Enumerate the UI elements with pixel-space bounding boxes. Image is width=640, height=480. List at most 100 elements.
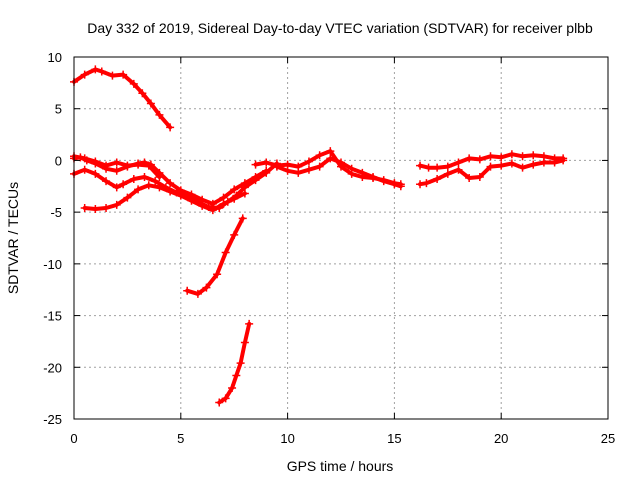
data-point (529, 151, 538, 160)
data-point (108, 71, 117, 80)
data-point (155, 183, 164, 192)
data-point (337, 158, 345, 167)
data-point (443, 162, 452, 171)
series-line (72, 67, 173, 130)
data-point (518, 163, 527, 172)
data-point (347, 164, 356, 173)
data-point (129, 175, 138, 184)
data-point (238, 214, 247, 223)
data-point (304, 165, 313, 174)
data-point (80, 154, 89, 163)
data-point (422, 179, 431, 188)
data-point (202, 283, 211, 292)
y-tick-label: 0 (55, 153, 62, 168)
data-point (140, 172, 149, 181)
series-arc-11 (416, 156, 568, 189)
data-point (433, 163, 442, 172)
data-point (251, 176, 260, 185)
data-point (232, 371, 241, 380)
series-arc-1 (70, 65, 175, 132)
data-point (208, 206, 217, 215)
data-point (486, 162, 495, 171)
series-arc-4 (80, 181, 249, 215)
y-tick-label: -20 (43, 360, 62, 375)
data-point (97, 67, 106, 76)
data-point (123, 193, 132, 202)
y-tick-label: -10 (43, 257, 62, 272)
data-point (251, 160, 260, 169)
series-line (418, 158, 566, 187)
y-tick-label: -25 (43, 412, 62, 427)
x-axis-label: GPS time / hours (287, 458, 394, 474)
x-tick-label: 25 (601, 431, 615, 446)
data-point (112, 166, 121, 175)
y-axis-label: SDTVAR / TECUs (5, 182, 21, 294)
data-point (240, 338, 249, 347)
data-point (123, 161, 132, 170)
y-tick-label: -15 (43, 309, 62, 324)
data-point (228, 383, 237, 392)
data-point (219, 199, 228, 208)
series-arc-7 (272, 154, 405, 191)
grid (74, 57, 608, 419)
data-point (390, 180, 399, 189)
data-point (134, 185, 143, 194)
x-tick-label: 20 (494, 431, 508, 446)
x-tick-label: 5 (177, 431, 184, 446)
data-point (144, 161, 153, 170)
data-point (230, 230, 239, 239)
data-point (315, 151, 324, 160)
data-point (304, 157, 313, 166)
data-point (497, 153, 506, 162)
data-point (465, 154, 474, 163)
series-line (82, 183, 247, 213)
data-point (221, 394, 230, 403)
data-point (112, 158, 121, 167)
data-point (262, 168, 271, 177)
data-point (240, 189, 249, 198)
y-tick-label: 5 (55, 102, 62, 117)
data-point (134, 160, 143, 169)
data-point (358, 168, 367, 177)
series-line (185, 216, 245, 296)
data-point (198, 201, 207, 210)
x-tick-label: 0 (70, 431, 77, 446)
data-point (424, 163, 433, 172)
data-point (138, 89, 147, 98)
data-point (91, 169, 100, 178)
data-point (326, 147, 335, 156)
data-point (166, 123, 175, 132)
data-point (369, 172, 378, 181)
data-point (230, 185, 239, 194)
data-point (559, 156, 568, 165)
data-point (529, 160, 538, 169)
data-point (119, 70, 128, 79)
data-point (166, 179, 175, 188)
data-point (102, 161, 111, 170)
series-arc-9 (215, 319, 254, 407)
data-point (416, 161, 425, 170)
data-point (507, 159, 516, 168)
data-point (112, 200, 121, 209)
series-arc-8 (183, 214, 247, 298)
data-point (213, 270, 222, 279)
data-point (215, 398, 224, 407)
data-point (539, 158, 548, 167)
data-point (454, 165, 463, 174)
chart-title: Day 332 of 2019, Sidereal Day-to-day VTE… (87, 20, 593, 36)
plot-frame (73, 56, 609, 420)
data-point (155, 110, 164, 119)
data-point (443, 169, 452, 178)
data-point (91, 65, 100, 74)
data-point (507, 150, 516, 159)
data-point (245, 319, 254, 328)
data-point (91, 157, 100, 166)
y-tick-label: -5 (50, 205, 62, 220)
data-point (183, 286, 192, 295)
data-point (112, 183, 121, 192)
data-point (272, 162, 281, 171)
data-point (187, 196, 196, 205)
data-point (221, 248, 230, 257)
data-point (433, 175, 442, 184)
data-point (550, 158, 559, 167)
